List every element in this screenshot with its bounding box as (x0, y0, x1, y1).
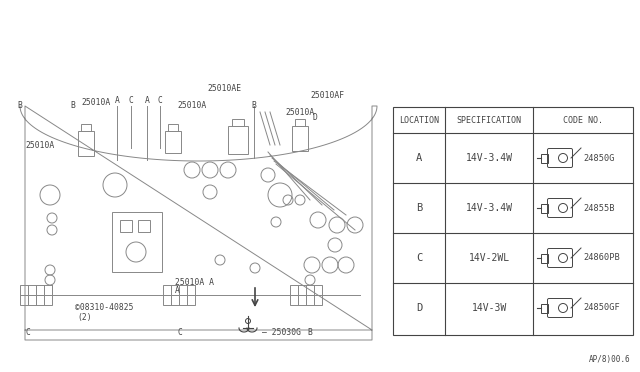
Text: 25010A A: 25010A A (175, 278, 214, 287)
Text: 14V-3.4W: 14V-3.4W (465, 153, 513, 163)
Bar (314, 285, 322, 295)
Bar (165, 131, 181, 153)
Text: D: D (312, 113, 317, 122)
Text: 14V-3W: 14V-3W (472, 303, 507, 313)
Bar (306, 285, 314, 295)
Text: 24850GF: 24850GF (583, 304, 620, 312)
Text: A: A (175, 286, 180, 295)
Bar (187, 295, 195, 305)
Text: SPECIFICATION: SPECIFICATION (456, 115, 522, 125)
Bar (138, 220, 150, 232)
Text: A: A (115, 96, 120, 105)
Bar (306, 295, 314, 305)
Bar (36, 295, 44, 305)
Bar (44, 295, 52, 305)
Bar (298, 295, 306, 305)
Bar (20, 285, 28, 295)
Bar (393, 107, 633, 335)
Text: A: A (145, 96, 149, 105)
Bar (112, 212, 162, 272)
Text: 14V-3.4W: 14V-3.4W (465, 203, 513, 213)
Bar (179, 295, 187, 305)
Bar (541, 253, 548, 263)
Text: 25010A: 25010A (285, 108, 315, 117)
Bar (78, 131, 94, 156)
Text: CODE NO.: CODE NO. (563, 115, 603, 125)
Bar (295, 119, 305, 126)
Bar (44, 285, 52, 295)
Bar (290, 285, 298, 295)
Bar (228, 126, 248, 154)
Text: B: B (17, 101, 22, 110)
Bar (290, 295, 298, 305)
Text: B: B (252, 101, 257, 110)
Text: B: B (70, 101, 76, 110)
Text: LOCATION: LOCATION (399, 115, 439, 125)
Text: B: B (308, 328, 312, 337)
Bar (298, 285, 306, 295)
Bar (120, 220, 132, 232)
Text: C: C (157, 96, 163, 105)
Bar (314, 295, 322, 305)
Bar (187, 285, 195, 295)
Text: 25010A: 25010A (177, 101, 207, 110)
Text: (2): (2) (77, 313, 92, 322)
Bar (541, 203, 548, 212)
Text: AP/8)00.6: AP/8)00.6 (588, 355, 630, 364)
Bar (28, 295, 36, 305)
Bar (20, 295, 28, 305)
Bar (168, 124, 178, 131)
Bar (36, 285, 44, 295)
Text: C: C (416, 253, 422, 263)
Bar (232, 119, 244, 126)
Bar (171, 295, 179, 305)
Text: — 25030G: — 25030G (262, 328, 301, 337)
Text: 25010AE: 25010AE (207, 84, 241, 93)
Bar (28, 285, 36, 295)
Bar (292, 126, 308, 151)
Bar (541, 154, 548, 163)
Text: C: C (26, 328, 31, 337)
Bar (171, 285, 179, 295)
Text: 25010A: 25010A (25, 141, 54, 150)
Bar (163, 285, 171, 295)
Text: 24850G: 24850G (583, 154, 614, 163)
Bar (179, 285, 187, 295)
Bar (163, 295, 171, 305)
Text: 25010AF: 25010AF (310, 91, 344, 100)
Text: 25010A: 25010A (81, 98, 111, 107)
Bar (81, 124, 91, 131)
Text: 14V-2WL: 14V-2WL (468, 253, 509, 263)
Text: 24855B: 24855B (583, 203, 614, 212)
Text: C: C (129, 96, 133, 105)
Text: C: C (177, 328, 182, 337)
Text: D: D (416, 303, 422, 313)
Text: B: B (416, 203, 422, 213)
Text: A: A (416, 153, 422, 163)
Text: 24860PB: 24860PB (583, 253, 620, 263)
Bar (541, 304, 548, 312)
Text: ©08310-40825: ©08310-40825 (75, 303, 134, 312)
